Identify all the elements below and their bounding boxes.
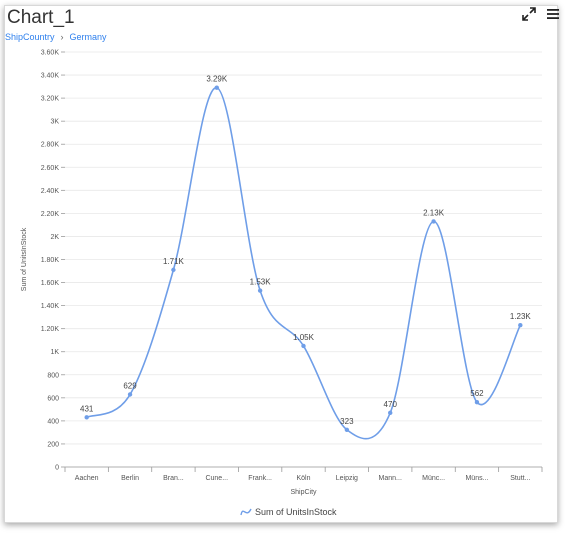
x-tick-label: Bran... (163, 475, 184, 482)
x-axis-title: ShipCity (290, 489, 317, 496)
breadcrumb-item-germany[interactable]: Germany (69, 32, 107, 42)
chart-toolbar (521, 6, 561, 22)
x-tick-label: Leipzig (336, 475, 358, 482)
y-tick-label: 600 (47, 395, 59, 402)
data-point (431, 219, 436, 224)
x-tick-label: Stutt... (510, 475, 530, 482)
data-point (214, 85, 219, 90)
data-label: 1.71K (163, 257, 185, 266)
data-label: 2.13K (423, 208, 445, 217)
y-tick-label: 1K (50, 349, 59, 356)
y-tick-label: 1.40K (41, 303, 60, 310)
breadcrumb-item-shipcountry[interactable]: ShipCountry (5, 32, 55, 42)
x-tick-label: Müns... (465, 475, 488, 482)
expand-icon[interactable] (521, 6, 537, 22)
series-line (86, 86, 522, 440)
x-tick-label: Cune... (205, 475, 228, 482)
data-point (171, 267, 176, 273)
y-tick-label: 3K (50, 119, 59, 126)
y-tick-label: 800 (47, 372, 59, 379)
x-tick-label: Münc... (422, 475, 445, 482)
data-point (388, 410, 393, 416)
data-label: 3.29K (206, 75, 228, 84)
legend-line-icon (240, 508, 252, 516)
breadcrumb: ShipCountry › Germany (5, 32, 107, 42)
y-tick-label: 2.80K (41, 142, 60, 149)
y-tick-label: 400 (47, 418, 59, 425)
x-tick-label: Frank... (248, 475, 272, 482)
data-label: 1.53K (250, 278, 272, 287)
y-tick-label: 2.20K (41, 211, 60, 218)
data-point (127, 392, 133, 397)
data-point (84, 415, 89, 420)
data-label: 431 (80, 404, 94, 413)
y-tick-label: 3.20K (41, 96, 60, 103)
data-point (474, 400, 480, 405)
chevron-right-icon: › (60, 32, 64, 42)
data-label: 629 (123, 381, 137, 390)
legend-label: Sum of UnitsInStock (255, 507, 337, 517)
legend[interactable]: Sum of UnitsInStock (240, 507, 337, 517)
data-label: 323 (340, 417, 354, 426)
x-tick-label: Köln (296, 475, 310, 482)
y-tick-label: 1.20K (41, 326, 60, 333)
chart-panel (4, 5, 558, 523)
x-tick-label: Berlin (121, 475, 139, 482)
y-tick-label: 0 (55, 465, 59, 472)
data-point (257, 288, 263, 293)
data-label: 1.05K (293, 333, 315, 342)
y-tick-label: 3.60K (41, 50, 60, 57)
y-tick-label: 2.60K (41, 165, 60, 172)
y-tick-label: 2K (50, 234, 59, 241)
chart-title: Chart_1 (7, 7, 75, 28)
data-label: 1.23K (510, 312, 532, 321)
data-label: 470 (384, 400, 398, 409)
data-point (518, 323, 523, 328)
x-tick-label: Mann... (379, 475, 402, 482)
y-tick-label: 200 (47, 441, 59, 448)
y-tick-label: 1.60K (41, 280, 60, 287)
data-point (301, 343, 306, 349)
y-tick-label: 2.40K (41, 188, 60, 195)
x-tick-label: Aachen (75, 475, 99, 482)
data-point (344, 427, 350, 432)
y-tick-label: 3.40K (41, 73, 60, 80)
menu-icon[interactable] (545, 6, 561, 22)
y-axis-title: Sum of UnitsInStock (21, 227, 28, 291)
data-label: 562 (470, 389, 484, 398)
y-tick-label: 1.80K (41, 257, 60, 264)
